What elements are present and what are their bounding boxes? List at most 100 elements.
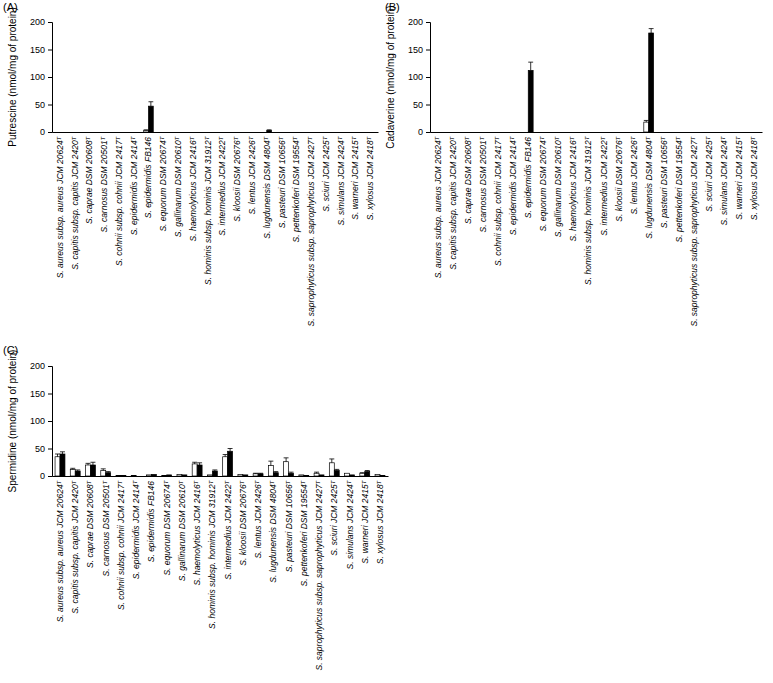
y-tick-mark (48, 366, 52, 367)
bar (182, 475, 187, 476)
panel: (C)Spermidine (nmol/mg of protein)050100… (3, 344, 389, 671)
bar (433, 132, 438, 133)
bar (355, 132, 360, 133)
bar (237, 132, 242, 133)
bar (468, 132, 473, 133)
bar (336, 132, 341, 133)
bar (292, 132, 297, 133)
y-tick-label: 150 (30, 45, 45, 55)
error-bar (258, 473, 263, 475)
error-bar (60, 452, 65, 454)
y-tick-mark (48, 22, 52, 23)
bar (284, 462, 289, 476)
x-tick: S. haemolyticus JCM 2416ᵀ (188, 135, 198, 241)
bar (203, 132, 208, 133)
x-tick-label: S. kloosii DSM 20676ᵀ (614, 135, 624, 221)
error-bar-stem (270, 461, 271, 465)
error-bar (197, 463, 202, 465)
x-tick-label: S. epidermidis JCM 2414ᵀ (131, 479, 141, 579)
x-tick: S. lentus JCM 2426ᵀ (253, 479, 263, 558)
y-tick-mark (48, 105, 52, 106)
bar (754, 132, 759, 133)
x-tick-label: S. simulans JCM 2424ᵀ (344, 479, 354, 569)
series (528, 29, 653, 132)
bar (538, 132, 543, 133)
x-tick-label: S. haemolyticus JCM 2416ᵀ (192, 479, 202, 585)
x-tick: S. kloosii DSM 20676ᵀ (238, 479, 248, 565)
bar (101, 471, 106, 477)
y-tick: 0 (40, 471, 52, 481)
bar (629, 132, 634, 133)
bar (478, 132, 483, 133)
y-tick-label: 100 (30, 416, 45, 426)
bar (238, 474, 243, 476)
bar (604, 132, 609, 133)
x-tick: S. carnosus DSM 20501ᵀ (99, 135, 109, 232)
bar (599, 132, 604, 133)
x-tick: S. pasteuri DSM 10656ᵀ (284, 479, 294, 572)
x-tick: S. aureus subsp. aureus JCM 20624ᵀ (55, 135, 65, 278)
y-tick-mark (48, 476, 52, 477)
bar (724, 132, 729, 133)
bar (262, 132, 267, 133)
x-tick: S. sciuri JCM 2425ᵀ (704, 135, 714, 211)
bar (543, 132, 548, 133)
bar (223, 457, 228, 476)
bar (508, 132, 513, 133)
error-bar (70, 468, 75, 469)
error-bar-cap (314, 472, 319, 473)
x-tick-label: S. gallinarum DSM 20610ᵀ (177, 479, 187, 581)
x-tick-label: S. haemolyticus JCM 2416ᵀ (188, 135, 198, 241)
x-tick: S. kloosii DSM 20676ᵀ (614, 135, 624, 221)
error-bar-cap (284, 457, 289, 458)
bar (351, 132, 356, 133)
y-tick-label: 50 (413, 100, 423, 110)
x-tick: S. xylosus JCM 2418ᵀ (365, 135, 375, 220)
x-tick: S. pettenkoferi DSM 19554ᵀ (299, 479, 309, 586)
x-tick-label: S. kloosii DSM 20676ᵀ (232, 135, 242, 221)
bar (177, 474, 182, 476)
error-bar-cap (223, 454, 228, 455)
bar (131, 475, 136, 476)
bar (232, 132, 237, 133)
x-axis-line (431, 132, 763, 133)
error-bar (75, 470, 80, 471)
y-tick-label: 100 (30, 72, 45, 82)
bar (523, 132, 528, 133)
x-tick-label: S. pettenkoferi DSM 19554ᵀ (299, 479, 309, 586)
x-tick-label: S. lentus JCM 2426ᵀ (629, 135, 639, 214)
x-tick: S. carnosus DSM 20501ᵀ (101, 479, 111, 576)
x-axis: S. aureus subsp. aureus JCM 20624ᵀS. cap… (431, 133, 763, 327)
error-bar-cap (329, 458, 334, 459)
y-tick-mark (48, 394, 52, 395)
x-tick: S. capitis subsp. capitis JCM 2420ᵀ (70, 135, 80, 269)
x-tick: S. hominis subsp. hominis JCM 31912ᵀ (583, 135, 593, 285)
bar (558, 132, 563, 133)
bar (55, 132, 60, 133)
bar (228, 451, 233, 476)
y-tick-label: 50 (35, 444, 45, 454)
error-bar-stem (230, 449, 231, 452)
y-tick-mark (426, 77, 430, 78)
bar (689, 132, 694, 133)
x-tick-label: S. intermedius JCM 2422ᵀ (599, 135, 609, 235)
bar (704, 132, 709, 133)
error-bar-cap (228, 448, 233, 449)
bar (314, 473, 319, 476)
bar (694, 132, 699, 133)
error-bar-cap (289, 472, 294, 473)
x-tick-label: S. cohnii subsp. cohnii JCM 2417ᵀ (116, 479, 126, 610)
y-tick: 200 (30, 17, 52, 27)
y-tick-mark (48, 50, 52, 51)
y-tick: 100 (30, 416, 52, 426)
y-tick-label: 0 (40, 471, 45, 481)
bar (679, 132, 684, 133)
x-axis-line (53, 132, 379, 133)
plot-area (55, 449, 385, 477)
error-bar (148, 102, 153, 106)
x-tick: S. warneri JCM 2415ᵀ (734, 135, 744, 219)
error-bar (223, 455, 228, 457)
y-tick: 50 (413, 100, 430, 110)
x-tick-label: S. intermedius JCM 2422ᵀ (223, 479, 233, 579)
x-tick-label: S. haemolyticus JCM 2416ᵀ (568, 135, 578, 241)
